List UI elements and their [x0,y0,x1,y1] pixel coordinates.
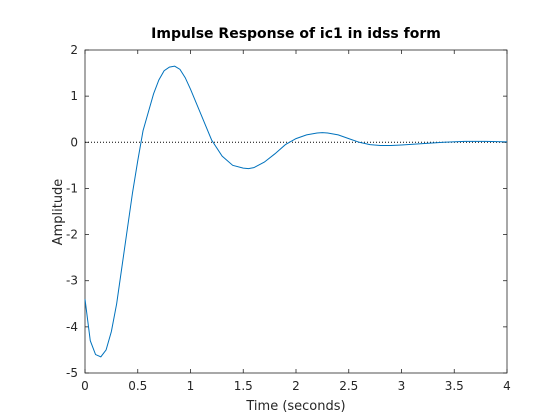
chart-title: Impulse Response of ic1 in idss form [151,26,441,42]
y-tick-label: 1 [70,89,78,103]
y-tick-label: -1 [66,181,78,195]
y-tick-label: -3 [66,274,78,288]
x-tick-label: 1 [187,379,195,393]
x-tick-label: 0 [81,379,89,393]
y-tick-label: -2 [66,228,78,242]
y-tick-label: 0 [70,135,78,149]
x-axis-label: Time (seconds) [245,399,345,414]
y-axis-label: Amplitude [51,179,66,246]
x-tick-label: 2 [292,379,300,393]
x-tick-label: 2.5 [339,379,358,393]
x-tick-label: 3 [398,379,406,393]
x-tick-label: 0.5 [128,379,147,393]
plot-area [84,49,508,374]
x-tick-label: 1.5 [234,379,253,393]
y-tick-label: -5 [66,366,78,380]
x-tick-label: 4 [503,379,511,393]
series-line [84,65,508,358]
y-tick-label: 2 [70,43,78,57]
x-tick-label: 3.5 [445,379,464,393]
y-tick-label: -4 [66,320,78,334]
